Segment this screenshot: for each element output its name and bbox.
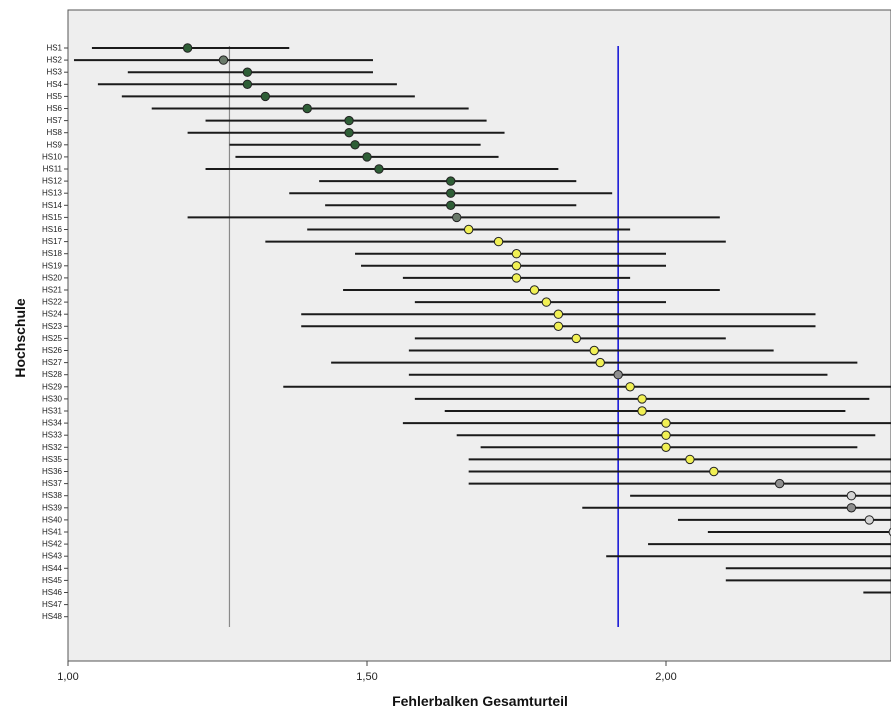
mean-point-hs26 [589,345,599,356]
y-tick-label-hs3: HS3 [46,68,62,77]
reference-lines [228,46,619,627]
mean-point-hs8 [344,128,354,138]
y-tick-label-hs12: HS12 [42,177,63,186]
mean-point-hs1 [182,43,193,53]
y-tick-label-hs34: HS34 [42,419,63,428]
mean-point-hs39 [846,503,857,513]
y-tick-label-hs18: HS18 [42,249,63,258]
mean-point-hs17 [493,236,504,247]
y-tick-label-hs1: HS1 [46,44,62,53]
mean-point-hs34 [661,418,671,428]
mean-point-hs37 [774,478,785,489]
y-tick-label-hs20: HS20 [42,273,63,282]
y-tick-label-hs46: HS46 [42,588,63,597]
y-tick-label-hs32: HS32 [42,443,63,452]
y-tick-label-hs43: HS43 [42,552,63,561]
y-tick-label-hs8: HS8 [46,128,62,137]
mean-point-hs22 [541,297,552,307]
x-axis-title: Fehlerbalken Gesamturteil [392,693,568,709]
mean-point-hs14 [446,200,456,211]
y-tick-label-hs25: HS25 [42,334,63,343]
y-tick-label-hs16: HS16 [42,225,63,234]
mean-point-hs27 [595,357,605,368]
y-tick-label-hs23: HS23 [42,322,63,331]
y-tick-label-hs28: HS28 [42,370,63,379]
y-tick-label-hs9: HS9 [46,140,62,149]
mean-point-hs15 [452,212,462,223]
mean-point-hs3 [242,67,253,77]
y-tick-label-hs39: HS39 [42,503,63,512]
y-tick-label-hs10: HS10 [42,152,63,161]
mean-point-hs21 [529,285,540,295]
y-tick-label-hs30: HS30 [42,394,63,403]
y-tick-label-hs27: HS27 [42,358,63,367]
mean-point-hs40 [864,515,875,525]
mean-point-hs31 [637,406,647,416]
mean-point-hs18 [511,249,522,259]
y-tick-label-hs37: HS37 [42,479,63,488]
y-tick-label-hs45: HS45 [42,576,63,585]
y-tick-label-hs24: HS24 [42,310,63,319]
mean-point-hs30 [637,394,647,404]
y-tick-label-hs41: HS41 [42,528,63,537]
y-tick-label-hs26: HS26 [42,346,63,355]
y-tick-label-hs7: HS7 [46,116,62,125]
y-tick-label-hs15: HS15 [42,213,63,222]
y-tick-label-hs44: HS44 [42,564,63,573]
y-tick-labels: HS1 HS2 HS3 HS4 HS5 HS6 HS7 HS8 HS9 HS10 HS11 HS12 H… [42,44,68,621]
mean-point-hs19 [511,261,522,271]
mean-point-hs23 [553,321,564,331]
mean-point-hs10 [362,152,372,162]
mean-point-hs13 [446,188,456,198]
mean-point-hs12 [446,176,456,186]
x-tick-label-1: 1,00 [57,671,78,683]
y-tick-label-hs4: HS4 [46,80,62,89]
mean-point-hs4 [242,79,253,90]
x-tick-label-2: 1,50 [356,671,377,683]
mean-point-hs38 [846,491,857,501]
y-tick-label-hs29: HS29 [42,382,63,391]
mean-point-hs2 [218,55,229,65]
mean-point-hs16 [463,224,474,235]
y-tick-label-hs47: HS47 [42,600,63,609]
mean-point-hs20 [511,273,522,283]
y-tick-label-hs35: HS35 [42,455,63,464]
y-tick-label-hs42: HS42 [42,540,63,549]
y-tick-label-hs5: HS5 [46,92,62,101]
y-tick-label-hs38: HS38 [42,491,63,500]
y-tick-label-hs31: HS31 [42,407,63,416]
mean-point-hs5 [260,91,271,102]
mean-points [182,43,891,537]
y-tick-label-hs17: HS17 [42,237,63,246]
mean-point-hs36 [709,466,719,477]
mean-point-hs9 [350,140,360,150]
plot-area [67,9,891,662]
x-axis: 1,001,502,002,503,003,50 [57,661,677,683]
y-tick-label-hs19: HS19 [42,261,63,270]
y-tick-label-hs6: HS6 [46,104,62,113]
y-tick-label-hs21: HS21 [42,286,63,295]
y-tick-label-hs13: HS13 [42,189,63,198]
y-tick-label-hs40: HS40 [42,515,63,524]
mean-point-hs11 [374,164,384,174]
y-tick-label-hs48: HS48 [42,612,63,621]
mean-point-hs28 [613,370,623,380]
mean-point-hs25 [571,333,581,344]
mean-point-hs6 [302,103,312,114]
mean-point-hs35 [685,454,695,465]
y-axis-title: Hochschule [12,298,28,378]
mean-point-hs7 [344,115,354,126]
y-tick-label-hs14: HS14 [42,201,63,210]
y-tick-label-hs33: HS33 [42,431,63,440]
mean-point-hs32 [661,442,671,452]
y-tick-label-hs2: HS2 [46,56,62,65]
mean-point-hs29 [625,382,635,392]
y-tick-label-hs36: HS36 [42,467,63,476]
y-tick-label-hs11: HS11 [43,165,63,174]
x-tick-label-3: 2,00 [655,671,676,683]
y-tick-label-hs22: HS22 [42,298,63,307]
mean-point-hs33 [661,430,671,440]
mean-point-hs24 [553,309,564,319]
